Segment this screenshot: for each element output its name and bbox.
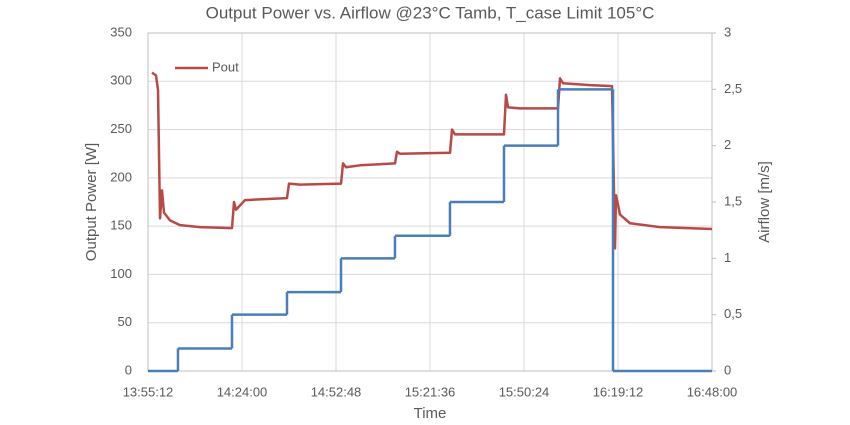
x-tick-label: 16:19:12: [593, 384, 644, 399]
y2-tick-label: 1,5: [724, 193, 742, 208]
y-tick-label: 250: [110, 121, 132, 136]
y2-axis-title: Airflow [m/s]: [756, 161, 773, 243]
x-tick-label: 15:21:36: [405, 384, 456, 399]
y2-tick-label: 2,5: [724, 81, 742, 96]
y-tick-label: 350: [110, 24, 132, 39]
legend-label: Pout: [212, 59, 239, 74]
y-tick-label: 0: [125, 362, 132, 377]
x-tick-label: 14:24:00: [217, 384, 268, 399]
chart-title: Output Power vs. Airflow @23°C Tamb, T_c…: [206, 3, 655, 22]
y2-tick-label: 2: [724, 137, 731, 152]
y-tick-label: 50: [118, 314, 132, 329]
data-line: [151, 71, 713, 250]
y-tick-label: 200: [110, 169, 132, 184]
x-tick-label: 13:55:12: [123, 384, 174, 399]
y2-tick-label: 0,5: [724, 306, 742, 321]
y-axis-title: Output Power [W]: [83, 143, 100, 261]
x-axis-title: Time: [414, 405, 447, 422]
y2-tick-label: 0: [724, 362, 731, 377]
x-tick-label: 16:48:00: [687, 384, 738, 399]
x-tick-label: 14:52:48: [311, 384, 362, 399]
y2-tick-label: 3: [724, 24, 731, 39]
x-tick-label: 15:50:24: [499, 384, 550, 399]
y-tick-label: 150: [110, 218, 132, 233]
y-tick-label: 100: [110, 266, 132, 281]
plot-border: [147, 32, 713, 372]
y-tick-label: 300: [110, 73, 132, 88]
y2-tick-label: 1: [724, 250, 731, 265]
